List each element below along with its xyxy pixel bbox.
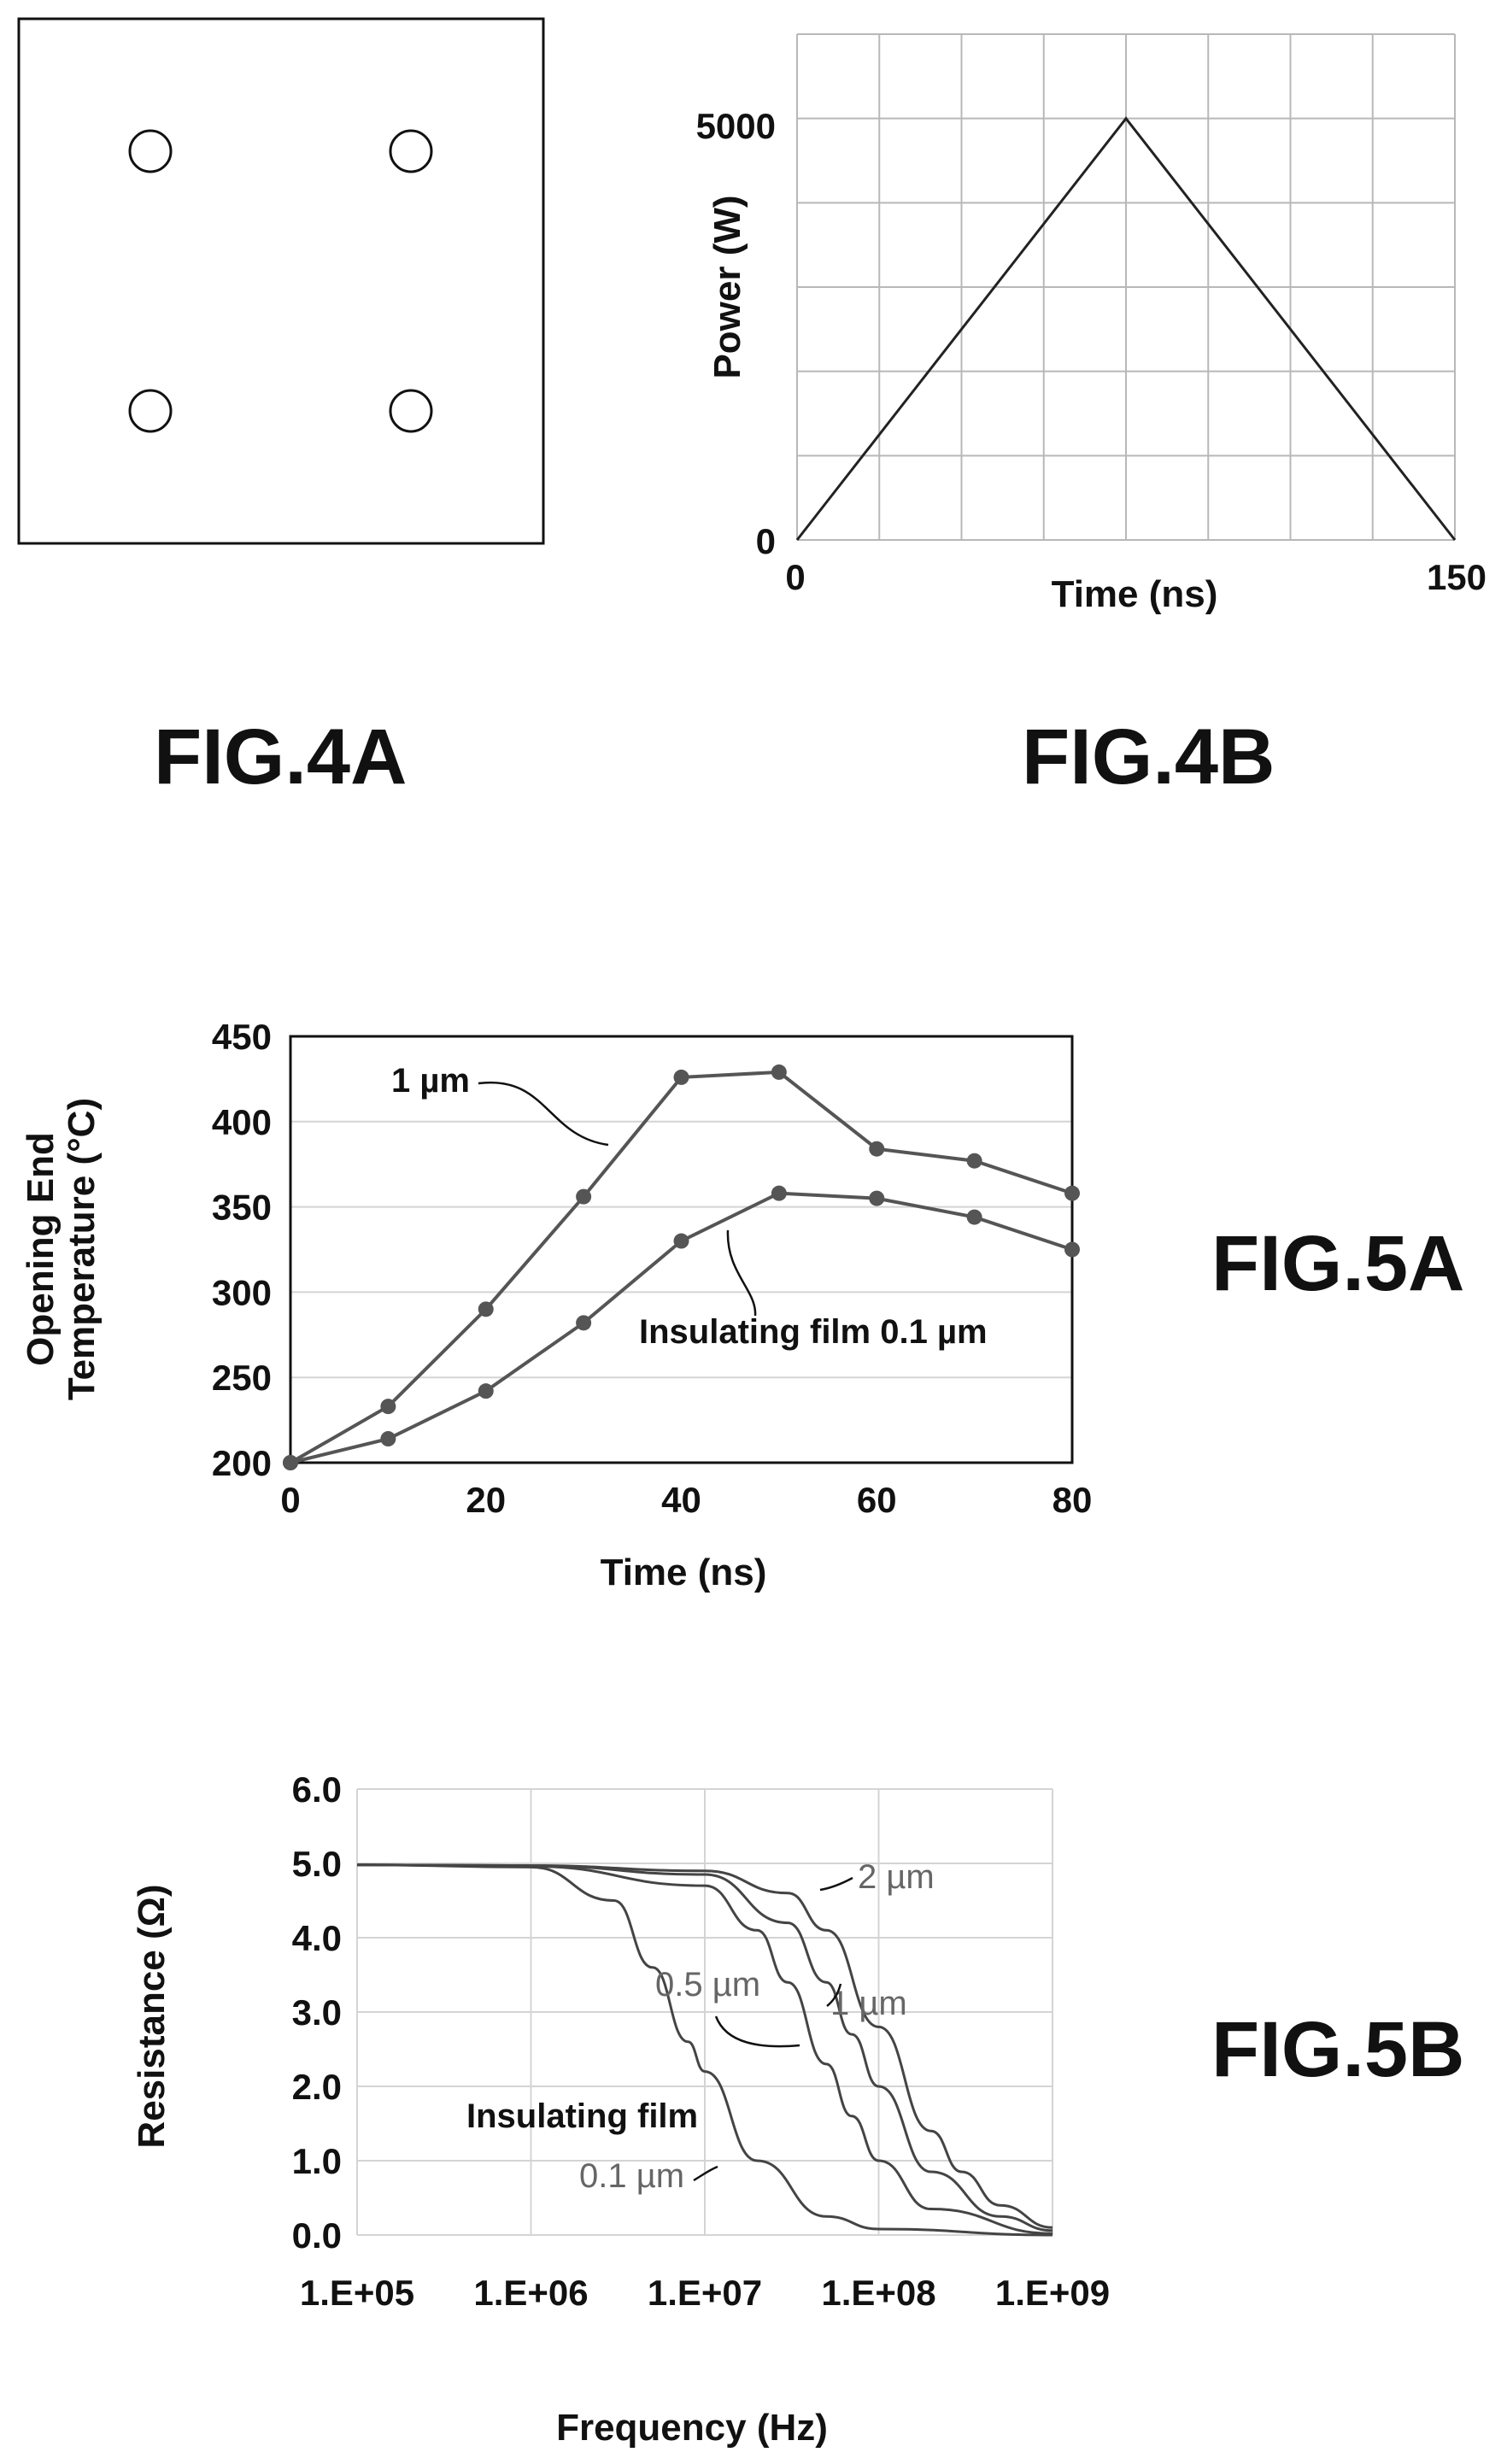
- fig5b-ytick-label: 1.0: [292, 2141, 342, 2181]
- fig5a-ytick-label: 200: [212, 1443, 272, 1483]
- fig5b-grid: [356, 1788, 1053, 2236]
- fig4b-power-line: [795, 116, 1457, 541]
- fig4a-frame: [17, 17, 545, 545]
- fig5b-ytick-label: 5.0: [292, 1844, 342, 1884]
- fig5a-series-line-0: [290, 1070, 1073, 1464]
- fig5b-series-curve-3: [356, 1863, 1053, 2229]
- fig4a-hole: [389, 129, 433, 173]
- fig5a-grid: [290, 1120, 1072, 1379]
- fig5a-annotation-1um-leader: [478, 1081, 609, 1147]
- fig5b-series: [356, 1863, 1053, 2237]
- fig5a-annotation-insulating: Insulating film 0.1 µm: [639, 1313, 988, 1351]
- fig5a-data-point: [478, 1383, 494, 1399]
- fig5a-annotation-insulating-leader: [726, 1229, 757, 1317]
- fig5a-data-point: [869, 1190, 885, 1206]
- fig5a-data-point: [966, 1209, 982, 1225]
- fig5a-xtick-label: 20: [466, 1480, 506, 1520]
- fig5b-xtick-label: 1.E+08: [821, 2273, 935, 2313]
- fig5a-data-point: [380, 1431, 396, 1447]
- fig5a-data-point: [673, 1069, 689, 1085]
- fig5a-ytick-label: 450: [212, 1017, 272, 1057]
- fig5b-series-curve-0: [356, 1863, 1053, 2237]
- fig5b-ytick-label: 6.0: [292, 1769, 342, 1810]
- fig5b-xticks: 1.E+05 1.E+06 1.E+07 1.E+08 1.E+09: [300, 2273, 1110, 2313]
- fig5b-annotation-01um: 0.1 µm: [579, 2157, 684, 2195]
- fig5b-annotation-01um-leader: [693, 2165, 718, 2182]
- fig5b-annotation-2um-leader: [819, 1876, 853, 1892]
- fig4a-hole: [128, 129, 173, 173]
- fig5a-ytick-label: 250: [212, 1358, 272, 1398]
- fig4a-hole: [389, 389, 433, 433]
- fig5a-xtick-label: 0: [280, 1480, 300, 1520]
- fig4b-ytick-5000: 5000: [696, 106, 776, 146]
- fig5a-data-point: [771, 1064, 787, 1080]
- fig4a-panel: FIG.4A: [17, 17, 545, 801]
- fig5b-ytick-label: 3.0: [292, 1992, 342, 2033]
- fig5b-ytick-label: 0.0: [292, 2215, 342, 2256]
- fig5a-xaxis-label: Time (ns): [601, 1552, 767, 1593]
- fig4b-xtick-150: 150: [1427, 557, 1486, 597]
- fig5b-annotation-1um-leader: [826, 1983, 842, 2007]
- fig5b-series-curve-1: [356, 1863, 1053, 2235]
- fig4b-yaxis-label: Power (W): [707, 195, 748, 378]
- fig5a-yaxis-label-line2: Temperature (°C): [61, 1098, 103, 1400]
- fig5a-yaxis-label: Opening End Temperature (°C): [20, 1098, 103, 1400]
- fig5b-ytick-label: 2.0: [292, 2067, 342, 2107]
- fig5a-data-point: [283, 1455, 298, 1470]
- fig5a-data-point: [771, 1185, 787, 1201]
- fig5b-xtick-label: 1.E+05: [300, 2273, 414, 2313]
- fig5b-xtick-label: 1.E+06: [473, 2273, 588, 2313]
- fig4b-grid: [796, 33, 1456, 541]
- fig5b-annotation-2um: 2 µm: [858, 1858, 935, 1896]
- fig5a-data-point: [576, 1315, 592, 1331]
- fig4b-xaxis-label: Time (ns): [1052, 573, 1218, 615]
- fig5b-xtick-label: 1.E+07: [648, 2273, 762, 2313]
- fig4b-xtick-0: 0: [785, 557, 805, 597]
- fig5b-annotation-05um-leader: [714, 2015, 800, 2048]
- fig5b-yaxis-label: Resistance (Ω): [131, 1884, 173, 2148]
- fig5a-data-point: [1064, 1241, 1080, 1258]
- fig5b-panel: 0.0 1.0 2.0 3.0 4.0 5.0 6.0 1.E+05 1.E+06 1.E+07…: [131, 1769, 1464, 2449]
- fig5a-data-point: [380, 1399, 396, 1415]
- fig5a-xticks: 0 20 40 60 80: [280, 1480, 1092, 1520]
- fig5a-yaxis-label-line1: Opening End: [20, 1132, 62, 1366]
- fig5a-xtick-label: 60: [857, 1480, 897, 1520]
- fig5b-xaxis-label: Frequency (Hz): [556, 2407, 828, 2449]
- fig5a-data-point: [869, 1141, 885, 1157]
- fig5a-panel: 200 250 300 350 400 450 0 20 40 60 80 Time (ns) O…: [20, 1017, 1464, 1593]
- fig5b-label: FIG.5B: [1211, 2006, 1464, 2093]
- fig5a-xtick-label: 40: [661, 1480, 701, 1520]
- fig5a-data-point: [966, 1153, 982, 1169]
- fig5b-annotation-05um: 0.5 µm: [655, 1966, 760, 2003]
- fig5b-yticks: 0.0 1.0 2.0 3.0 4.0 5.0 6.0: [292, 1769, 342, 2256]
- fig5a-yticks: 200 250 300 350 400 450: [212, 1017, 272, 1483]
- fig5a-data-point: [576, 1188, 592, 1205]
- fig4a-hole: [128, 389, 173, 433]
- fig4b-ytick-0: 0: [756, 521, 776, 561]
- fig5b-ytick-label: 4.0: [292, 1918, 342, 1958]
- fig5a-annotation-1um: 1 µm: [391, 1062, 470, 1100]
- fig5a-label: FIG.5A: [1211, 1220, 1464, 1307]
- fig5a-ytick-label: 350: [212, 1188, 272, 1228]
- fig5a-plot-frame: [289, 1035, 1074, 1464]
- fig4b-panel: 5000 0 0 150 Time (ns) Power (W) FIG.4B: [696, 33, 1486, 801]
- fig5a-ytick-label: 400: [212, 1102, 272, 1142]
- fig5a-xtick-label: 80: [1053, 1480, 1093, 1520]
- fig5a-data-point: [673, 1233, 689, 1249]
- fig5b-xtick-label: 1.E+09: [995, 2273, 1110, 2313]
- fig5b-annotation-insulating: Insulating film: [466, 2097, 698, 2135]
- fig5a-data-point: [478, 1301, 494, 1317]
- fig5b-annotation-1um: 1 µm: [830, 1985, 907, 2022]
- fig5a-ytick-label: 300: [212, 1272, 272, 1312]
- fig5a-data-point: [1064, 1185, 1080, 1201]
- fig4b-label: FIG.4B: [1022, 713, 1275, 801]
- fig5a-series: [283, 1064, 1080, 1470]
- fig4a-label: FIG.4A: [154, 713, 407, 801]
